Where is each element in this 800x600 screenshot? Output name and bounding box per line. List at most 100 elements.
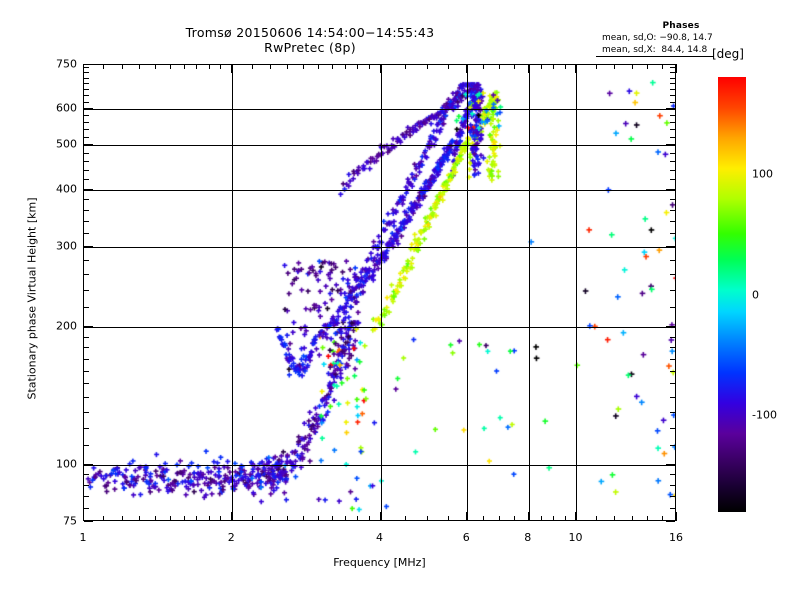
x-minor-tick — [318, 516, 319, 521]
x-minor-tick-top — [614, 64, 615, 69]
y-tick-label: 75 — [63, 514, 77, 528]
phase-statistics-heading: Phases — [662, 21, 700, 31]
y-minor-tick — [84, 95, 89, 96]
y-major-tick-right — [666, 64, 675, 65]
x-minor-tick — [122, 516, 123, 521]
y-minor-tick — [84, 397, 89, 398]
y-minor-tick — [84, 153, 89, 154]
x-minor-tick-top — [632, 64, 633, 69]
x-minor-tick-top — [332, 64, 333, 69]
x-major-tick-top — [676, 64, 677, 73]
y-minor-tick — [84, 179, 89, 180]
x-minor-tick-top — [499, 64, 500, 69]
gridline-horizontal — [84, 247, 675, 248]
x-minor-tick — [448, 516, 449, 521]
x-tick-label: 6 — [462, 531, 470, 544]
y-minor-tick-right — [670, 412, 675, 413]
colorbar-tick-label: 0 — [752, 288, 759, 301]
x-tick-label: 8 — [524, 531, 532, 544]
y-minor-tick — [84, 290, 89, 291]
x-minor-tick — [553, 516, 554, 521]
x-minor-tick — [405, 516, 406, 521]
y-minor-tick-right — [670, 371, 675, 372]
x-minor-tick — [103, 516, 104, 521]
gridline-vertical — [381, 65, 382, 520]
x-minor-tick — [499, 516, 500, 521]
x-minor-tick — [514, 516, 515, 521]
y-minor-tick-right — [670, 347, 675, 348]
x-minor-tick — [252, 516, 253, 521]
y-minor-tick — [84, 72, 89, 73]
y-minor-tick-right — [670, 72, 675, 73]
x-minor-tick — [184, 516, 185, 521]
y-minor-tick — [84, 428, 89, 429]
y-minor-tick — [84, 485, 89, 486]
y-minor-tick-right — [670, 137, 675, 138]
y-major-tick — [84, 189, 93, 190]
y-minor-tick-right — [670, 233, 675, 234]
y-minor-tick-right — [670, 67, 675, 68]
y-minor-tick-right — [670, 445, 675, 446]
y-minor-tick-right — [670, 95, 675, 96]
y-tick-label: 300 — [56, 239, 77, 253]
y-major-tick — [84, 64, 93, 65]
y-minor-tick — [84, 170, 89, 171]
x-major-tick — [676, 512, 677, 521]
gridline-vertical — [576, 65, 577, 520]
x-minor-tick — [357, 516, 358, 521]
x-minor-tick — [345, 516, 346, 521]
y-major-tick-right — [666, 144, 675, 145]
x-tick-label: 1 — [79, 531, 87, 544]
x-minor-tick-top — [427, 64, 428, 69]
y-minor-tick-right — [670, 179, 675, 180]
phase-statistics-box: Phases mean, sd,O: −90.8, 14.7 mean, sd,… — [596, 21, 766, 57]
gridline-horizontal — [84, 109, 675, 110]
y-tick-label: 600 — [56, 101, 77, 115]
x-minor-tick-top — [252, 64, 253, 69]
x-minor-tick-top — [287, 64, 288, 69]
x-minor-tick — [270, 516, 271, 521]
x-minor-tick — [632, 516, 633, 521]
y-minor-tick-right — [670, 485, 675, 486]
y-tick-label: 400 — [56, 182, 77, 196]
y-minor-tick-right — [670, 474, 675, 475]
x-major-tick-top — [466, 64, 467, 73]
y-tick-label: 100 — [56, 457, 77, 471]
x-minor-tick-top — [647, 64, 648, 69]
y-minor-tick-right — [670, 397, 675, 398]
scatter-canvas — [84, 65, 675, 520]
y-minor-tick — [84, 83, 89, 84]
y-minor-tick-right — [670, 122, 675, 123]
y-major-tick — [84, 144, 93, 145]
y-minor-tick-right — [670, 129, 675, 130]
phase-statistics-o-mode: mean, sd,O: −90.8, 14.7 — [602, 32, 713, 43]
y-minor-tick — [84, 307, 89, 308]
phase-statistics-x-mode: mean, sd,X: 84.4, 14.8 — [602, 44, 708, 55]
x-minor-tick-top — [318, 64, 319, 69]
statistics-underline — [596, 56, 714, 57]
y-major-tick — [84, 108, 93, 109]
x-minor-tick — [209, 516, 210, 521]
x-minor-tick-top — [184, 64, 185, 69]
x-minor-tick-top — [103, 64, 104, 69]
gridline-horizontal — [84, 190, 675, 191]
gridline-horizontal — [84, 145, 675, 146]
x-major-tick-top — [528, 64, 529, 73]
y-tick-label: 750 — [56, 57, 77, 71]
gridline-horizontal — [84, 465, 675, 466]
y-minor-tick-right — [670, 274, 675, 275]
x-minor-tick-top — [220, 64, 221, 69]
y-minor-tick — [84, 337, 89, 338]
gridline-horizontal — [84, 327, 675, 328]
y-minor-tick — [84, 102, 89, 103]
y-minor-tick-right — [670, 508, 675, 509]
x-major-tick-top — [83, 64, 84, 73]
x-minor-tick — [614, 516, 615, 521]
x-minor-tick-top — [357, 64, 358, 69]
y-minor-tick — [84, 210, 89, 211]
y-axis-title: Stationary phase Virtual Height [km] — [25, 197, 39, 400]
y-major-tick-right — [666, 326, 675, 327]
y-minor-tick-right — [670, 337, 675, 338]
y-minor-tick-right — [670, 210, 675, 211]
